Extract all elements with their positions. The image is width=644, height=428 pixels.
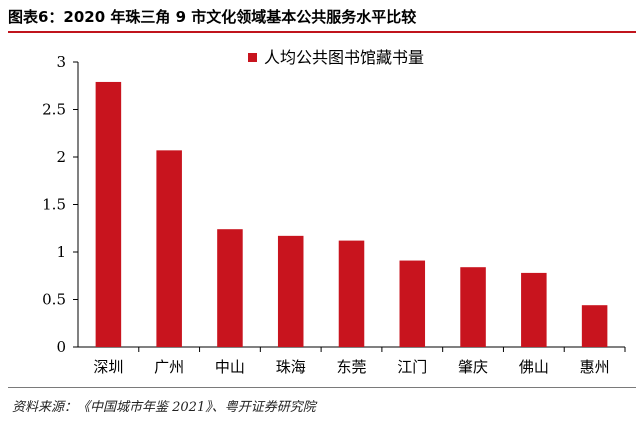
bars: [95, 81, 608, 347]
y-tick-label: 3: [56, 53, 66, 71]
figure-title: 图表6：2020 年珠三角 9 市文化领域基本公共服务水平比较: [8, 8, 417, 26]
y-tick-label: 2.5: [42, 101, 66, 119]
x-tick-label: 深圳: [93, 358, 123, 376]
x-tick-label: 中山: [215, 358, 245, 376]
bar: [521, 272, 547, 347]
bar: [95, 81, 122, 347]
y-tick-label: 2: [56, 148, 66, 166]
y-tick-label: 0: [56, 338, 66, 356]
y-tick-label: 1.5: [42, 196, 66, 214]
x-tick-label: 肇庆: [458, 358, 488, 376]
x-tick-label: 佛山: [519, 358, 549, 376]
x-tick-label: 东莞: [336, 358, 366, 376]
bar: [399, 260, 426, 347]
x-axis: 深圳 广州 中山 珠海 东莞 江门 肇庆 佛山 惠州: [78, 346, 626, 376]
bar: [581, 305, 608, 347]
y-tick-label: 1: [56, 243, 66, 261]
bar: [338, 240, 365, 347]
title-rule: [8, 31, 636, 33]
x-tick-label: 广州: [154, 358, 184, 376]
bar: [277, 235, 304, 347]
source-note: 资料来源：《中国城市年鉴 2021》、粤开证券研究院: [12, 400, 316, 415]
y-axis: 0 0.5 1 1.5 2 2.5 3: [42, 53, 79, 356]
bar: [217, 229, 243, 347]
bottom-rule: [8, 387, 636, 388]
legend-label: 人均公共图书馆藏书量: [264, 48, 424, 67]
x-tick-label: 惠州: [580, 358, 610, 376]
x-tick-label: 江门: [397, 358, 427, 376]
bar: [460, 267, 486, 347]
y-tick-label: 0.5: [42, 291, 66, 309]
legend-swatch: [248, 53, 257, 62]
x-tick-label: 珠海: [276, 358, 306, 376]
bar: [156, 150, 182, 347]
legend: 人均公共图书馆藏书量: [248, 48, 424, 67]
